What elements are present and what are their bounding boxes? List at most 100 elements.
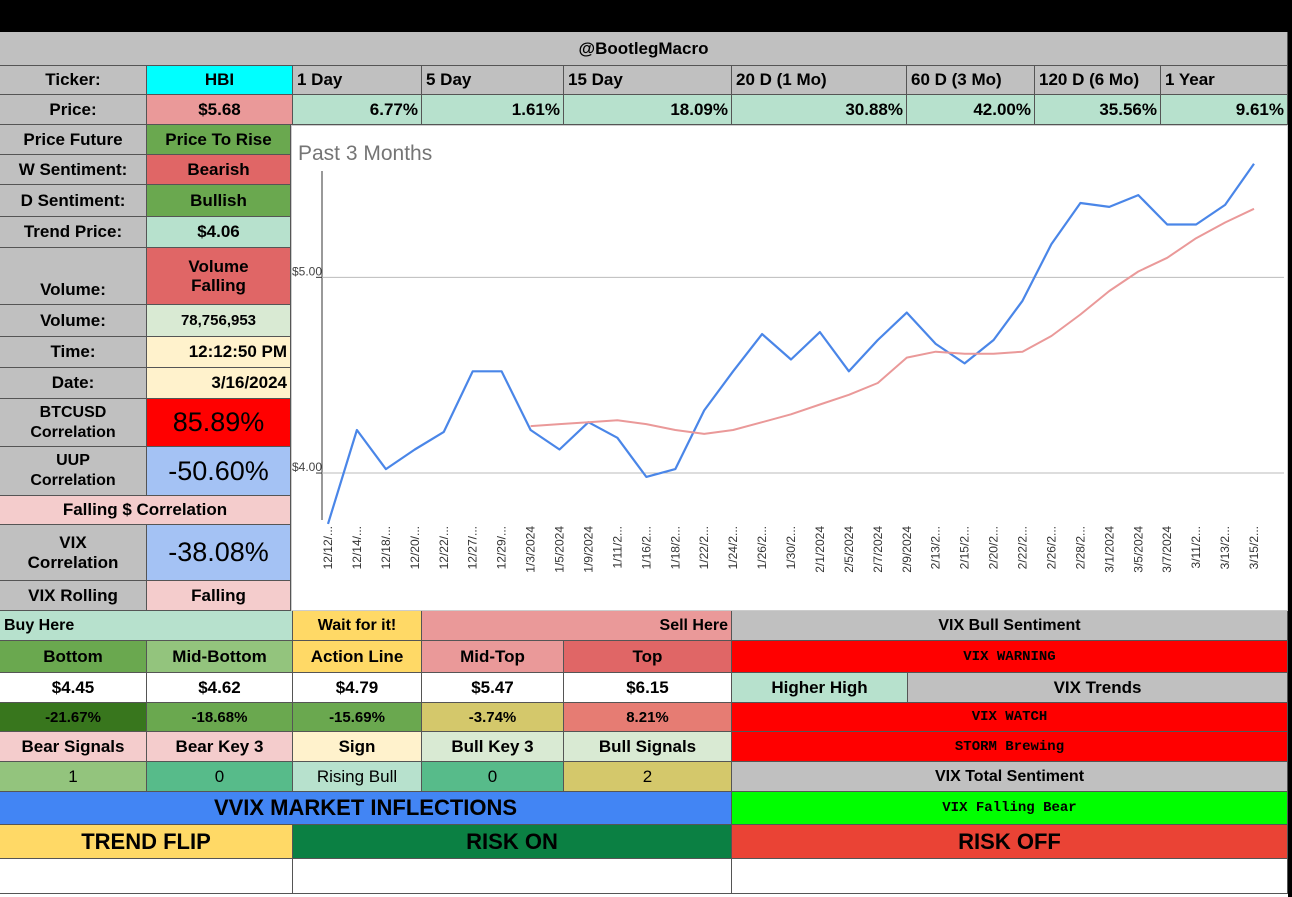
x-tick-label: 1/18/2...	[668, 526, 682, 569]
top-black-bar	[0, 0, 1292, 32]
bear-key-3-value: 0	[147, 762, 293, 792]
falling-dollar-correlation: Falling $ Correlation	[0, 496, 291, 525]
vix-rolling-value: Falling	[147, 581, 291, 611]
vvix-market-inflections: VVIX MARKET INFLECTIONS	[0, 792, 732, 825]
change-15-day: 18.09%	[564, 95, 732, 125]
sign-label: Sign	[293, 732, 422, 762]
storm-brewing: STORM Brewing	[732, 732, 1288, 762]
price-value: $5.68	[147, 95, 293, 125]
ticker-label: Ticker:	[0, 66, 147, 95]
date-label: Date:	[0, 368, 147, 399]
btc-correlation-number: 85.89%	[172, 407, 265, 437]
right-edge-bar	[1288, 32, 1292, 897]
period-1-year: 1 Year	[1161, 66, 1288, 95]
trend-price-label: Trend Price:	[0, 217, 147, 248]
d-sentiment-label: D Sentiment:	[0, 185, 147, 217]
x-tick-label: 12/18/...	[379, 526, 393, 569]
x-tick-label: 1/3/2024	[524, 526, 538, 573]
x-tick-label: 2/20/2...	[987, 526, 1001, 569]
level-mid-bottom-name: Mid-Bottom	[147, 641, 293, 673]
btc-correlation-label: BTCUSD Correlation	[0, 399, 147, 447]
price-label: Price:	[0, 95, 147, 125]
x-tick-label: 2/9/2024	[900, 526, 914, 573]
x-tick-label: 3/7/2024	[1160, 526, 1174, 573]
level-bottom-pct: -21.67%	[0, 703, 147, 732]
vix-warning: VIX WARNING	[732, 641, 1288, 673]
x-tick-label: 1/26/2...	[755, 526, 769, 569]
price-series-line	[326, 163, 1255, 525]
vix-correlation-value: -38.08%	[147, 525, 291, 581]
ticker-value[interactable]: HBI	[147, 66, 293, 95]
uup-correlation-number: -50.60%	[168, 455, 269, 486]
volume-trend-value: Volume Falling	[147, 248, 291, 305]
volume-label: Volume:	[0, 305, 147, 337]
chart-title: Past 3 Months	[298, 142, 432, 165]
bear-signals-label: Bear Signals	[0, 732, 147, 762]
x-tick-label: 2/15/2...	[958, 526, 972, 569]
change-20-day: 30.88%	[732, 95, 907, 125]
btc-correlation-value: 85.89%	[147, 399, 291, 447]
risk-on: RISK ON	[293, 825, 732, 859]
risk-off-value	[732, 859, 1288, 894]
sign-value: Rising Bull	[293, 762, 422, 792]
time-label: Time:	[0, 337, 147, 368]
x-tick-label: 1/5/2024	[553, 526, 567, 573]
vix-bull-sentiment-label: VIX Bull Sentiment	[732, 611, 1288, 641]
change-1-year: 9.61%	[1161, 95, 1288, 125]
x-tick-label: 12/14/...	[350, 526, 364, 569]
x-tick-label: 2/26/2...	[1044, 526, 1058, 569]
bear-signals-value: 1	[0, 762, 147, 792]
y-tick-label: $4.00	[292, 460, 322, 474]
x-tick-label: 1/9/2024	[581, 526, 595, 573]
date-value: 3/16/2024	[147, 368, 291, 399]
x-tick-label: 1/22/2...	[697, 526, 711, 569]
change-5-day: 1.61%	[422, 95, 564, 125]
risk-on-value	[293, 859, 732, 894]
x-tick-label: 2/5/2024	[842, 526, 856, 573]
uup-correlation-label: UUP Correlation	[0, 447, 147, 496]
buy-here-label: Buy Here	[0, 611, 293, 641]
bull-key-3-label: Bull Key 3	[422, 732, 564, 762]
period-1-day: 1 Day	[293, 66, 422, 95]
w-sentiment-label: W Sentiment:	[0, 155, 147, 185]
risk-off: RISK OFF	[732, 825, 1288, 859]
period-120-day: 120 D (6 Mo)	[1035, 66, 1161, 95]
level-mid-bottom-pct: -18.68%	[147, 703, 293, 732]
x-tick-label: 2/22/2...	[1016, 526, 1030, 569]
period-60-day: 60 D (3 Mo)	[907, 66, 1035, 95]
chart-svg: Past 3 Months $5.00 $4.00 12/12/... 12/14/..…	[292, 142, 1284, 573]
time-value: 12:12:50 PM	[147, 337, 291, 368]
x-tick-label: 3/15/2...	[1247, 526, 1261, 569]
price-future-value: Price To Rise	[147, 125, 291, 155]
level-mid-top-price: $5.47	[422, 673, 564, 703]
level-mid-top-name: Mid-Top	[422, 641, 564, 673]
x-tick-label: 2/7/2024	[871, 526, 885, 573]
x-tick-label: 1/11/2...	[610, 526, 624, 568]
uup-correlation-value: -50.60%	[147, 447, 291, 496]
w-sentiment-value: Bearish	[147, 155, 291, 185]
x-tick-label: 2/1/2024	[813, 526, 827, 573]
header-title: @BootlegMacro	[0, 32, 1288, 66]
vix-correlation-label: VIX Correlation	[0, 525, 147, 581]
price-future-label: Price Future	[0, 125, 147, 155]
x-tick-label: 3/5/2024	[1131, 526, 1145, 573]
change-120-day: 35.56%	[1035, 95, 1161, 125]
x-tick-label: 1/30/2...	[784, 526, 798, 569]
volume-trend-label: Volume:	[0, 248, 147, 305]
x-tick-label: 12/12/...	[321, 526, 335, 569]
trend-series-line	[530, 207, 1255, 435]
period-20-day: 20 D (1 Mo)	[732, 66, 907, 95]
level-bottom-price: $4.45	[0, 673, 147, 703]
x-tick-label: 3/11/2...	[1189, 526, 1203, 568]
price-chart: Past 3 Months $5.00 $4.00 12/12/... 12/14/..…	[291, 125, 1288, 611]
x-tick-label: 1/16/2...	[639, 526, 653, 569]
level-bottom-name: Bottom	[0, 641, 147, 673]
period-5-day: 5 Day	[422, 66, 564, 95]
higher-high: Higher High	[732, 673, 908, 703]
trend-flip-value	[0, 859, 293, 894]
x-tick-label: 12/22/...	[437, 526, 451, 569]
trend-flip: TREND FLIP	[0, 825, 293, 859]
bull-signals-label: Bull Signals	[564, 732, 732, 762]
x-tick-label: 12/29/...	[495, 526, 509, 569]
vix-falling-bear: VIX Falling Bear	[732, 792, 1288, 825]
